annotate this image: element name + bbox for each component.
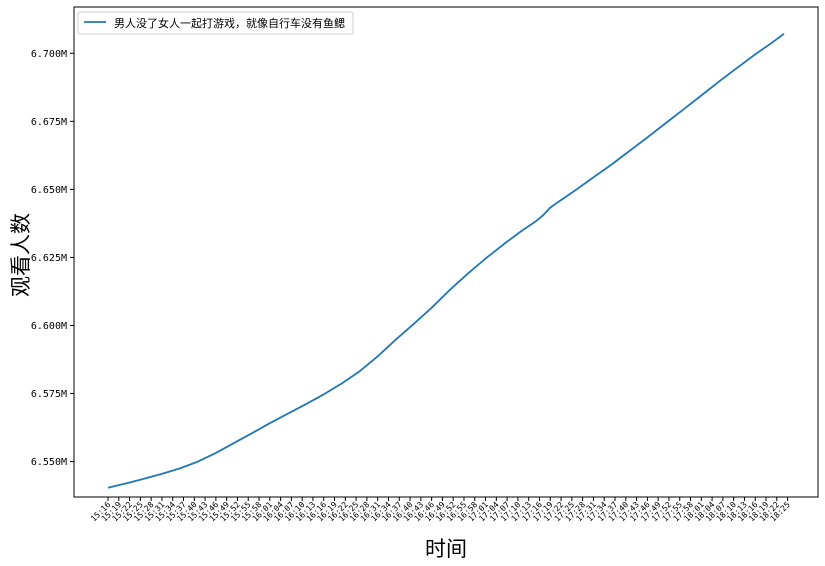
y-tick-label: 6.550M — [31, 457, 67, 468]
legend: 男人没了女人一起打游戏，就像自行车没有鱼鳃 — [77, 11, 354, 35]
series-layer — [107, 32, 785, 489]
x-axis-ticks: 15:1615:1915:2215:2515:2815:3115:3415:37… — [89, 497, 792, 523]
y-tick-label: 6.650M — [31, 185, 67, 196]
y-tick-label: 6.700M — [31, 49, 67, 60]
y-tick-label: 6.575M — [31, 389, 67, 400]
y-tick-label: 6.600M — [31, 321, 67, 332]
y-tick-label: 6.625M — [31, 253, 67, 264]
y-tick-label: 6.675M — [31, 117, 67, 128]
legend-label: 男人没了女人一起打游戏，就像自行车没有鱼鳃 — [114, 16, 345, 30]
y-axis-ticks: 6.550M 6.575M 6.600M 6.625M 6.650M 6.675M 6.70… — [31, 49, 74, 468]
y-axis-title: 观看人数 — [9, 213, 33, 297]
series-line — [107, 32, 785, 489]
plot-area-frame — [73, 6, 819, 498]
x-axis-title: 时间 — [425, 537, 467, 561]
legend-box — [77, 11, 354, 35]
